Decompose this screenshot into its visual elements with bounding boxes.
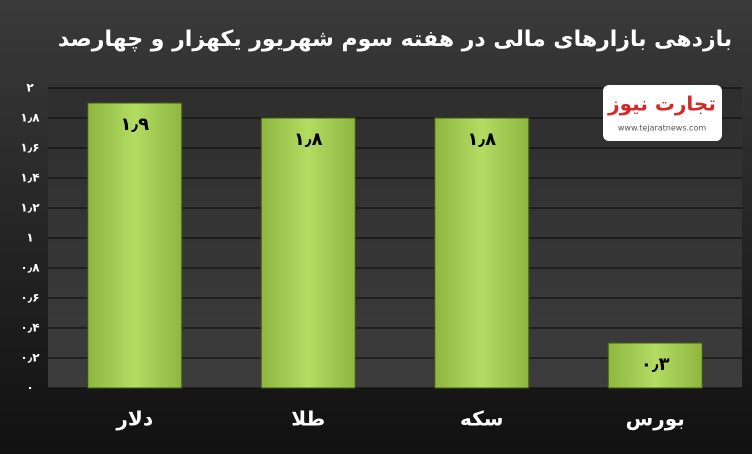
y-tick-label: ۰٫۲	[20, 351, 40, 365]
y-tick-label: ۲	[26, 81, 34, 95]
y-tick-label: ۱٫۴	[20, 171, 39, 185]
bar	[434, 117, 530, 389]
y-tick-label: ۱٫۲	[20, 201, 40, 215]
logo-name: تجارت نیوز	[607, 92, 716, 116]
logo-url: www.tejaratnews.com	[618, 124, 706, 133]
y-tick-label: ۱٫۶	[20, 141, 39, 155]
y-tick-label: ۰٫۸	[20, 261, 40, 275]
y-tick-label: ۰٫۶	[20, 291, 39, 305]
bar	[260, 117, 356, 389]
y-tick-label: ۱٫۸	[20, 111, 40, 125]
value-label: ۱٫۸	[294, 129, 323, 150]
x-tick-label: بورس	[626, 407, 685, 431]
logo-box	[603, 85, 722, 141]
bar	[607, 342, 703, 389]
y-tick-label: ۰	[26, 381, 33, 395]
y-tick-label: ۰٫۴	[20, 321, 39, 335]
value-label: ۰٫۳	[641, 354, 670, 375]
x-tick-label: طلا	[291, 407, 325, 431]
logo: تجارت نیوز www.tejaratnews.com	[603, 85, 722, 141]
bar	[87, 102, 183, 389]
x-tick-label: سکه	[460, 407, 503, 431]
y-tick-label: ۱	[26, 231, 33, 245]
chart-title: بازدهی بازارهای مالی در هفته سوم شهریور …	[58, 27, 732, 52]
value-label: ۱٫۸	[467, 129, 496, 150]
value-label: ۱٫۹	[120, 114, 149, 135]
x-tick-label: دلار	[115, 407, 153, 431]
